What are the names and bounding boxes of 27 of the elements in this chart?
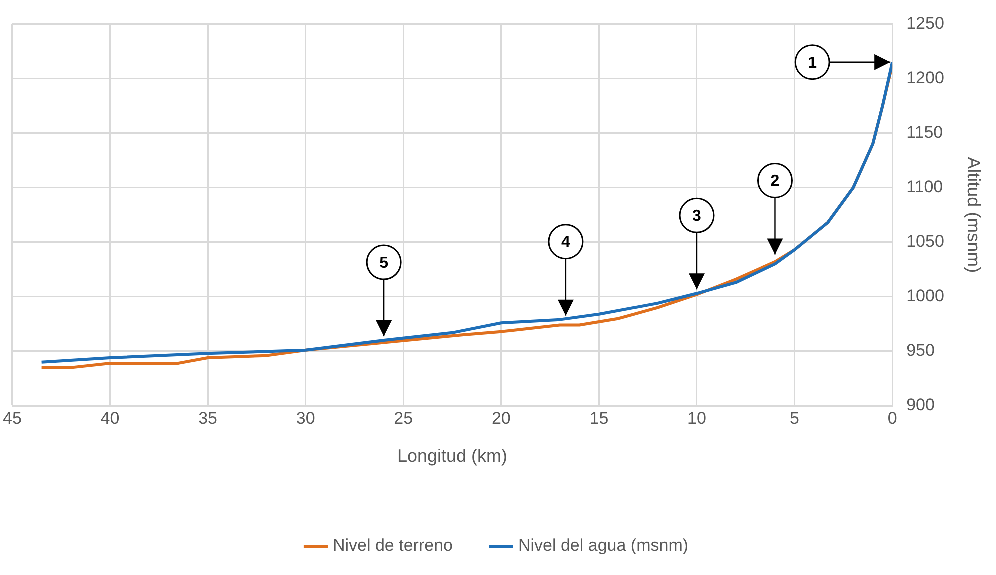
y-tick-label: 900 bbox=[906, 396, 935, 415]
y-tick-label: 950 bbox=[906, 341, 935, 360]
y-axis-title: Altitud (msnm) bbox=[964, 157, 984, 274]
annotation: 3 bbox=[692, 208, 702, 226]
x-tick-label: 45 bbox=[2, 408, 22, 428]
x-tick-label: 20 bbox=[492, 408, 511, 428]
legend-label: Nivel de terreno bbox=[332, 536, 453, 556]
y-tick-label: 1200 bbox=[906, 68, 944, 88]
y-tick-label: 1000 bbox=[906, 286, 944, 306]
x-tick-label: 0 bbox=[888, 408, 898, 428]
x-tick-label: 30 bbox=[296, 408, 316, 428]
annotation: 5 bbox=[380, 254, 389, 272]
x-tick-label: 5 bbox=[790, 408, 800, 428]
y-tick-label: 1250 bbox=[906, 14, 944, 33]
annotation: 1 bbox=[808, 54, 818, 72]
y-tick-label: 1150 bbox=[906, 122, 944, 142]
annotation: 4 bbox=[562, 234, 571, 252]
x-tick-label: 35 bbox=[198, 408, 218, 428]
x-tick-label: 10 bbox=[688, 408, 706, 428]
annotation: 2 bbox=[770, 173, 780, 190]
y-tick-label: 1050 bbox=[906, 232, 944, 252]
legend-label: Nivel del agua (msnm) bbox=[518, 536, 689, 556]
x-tick-label: 25 bbox=[394, 408, 414, 428]
x-tick-label: 40 bbox=[100, 408, 120, 428]
y-tick-label: 1100 bbox=[906, 178, 944, 197]
x-axis-title: Longitud (km) bbox=[397, 446, 508, 466]
x-tick-label: 15 bbox=[590, 408, 609, 428]
